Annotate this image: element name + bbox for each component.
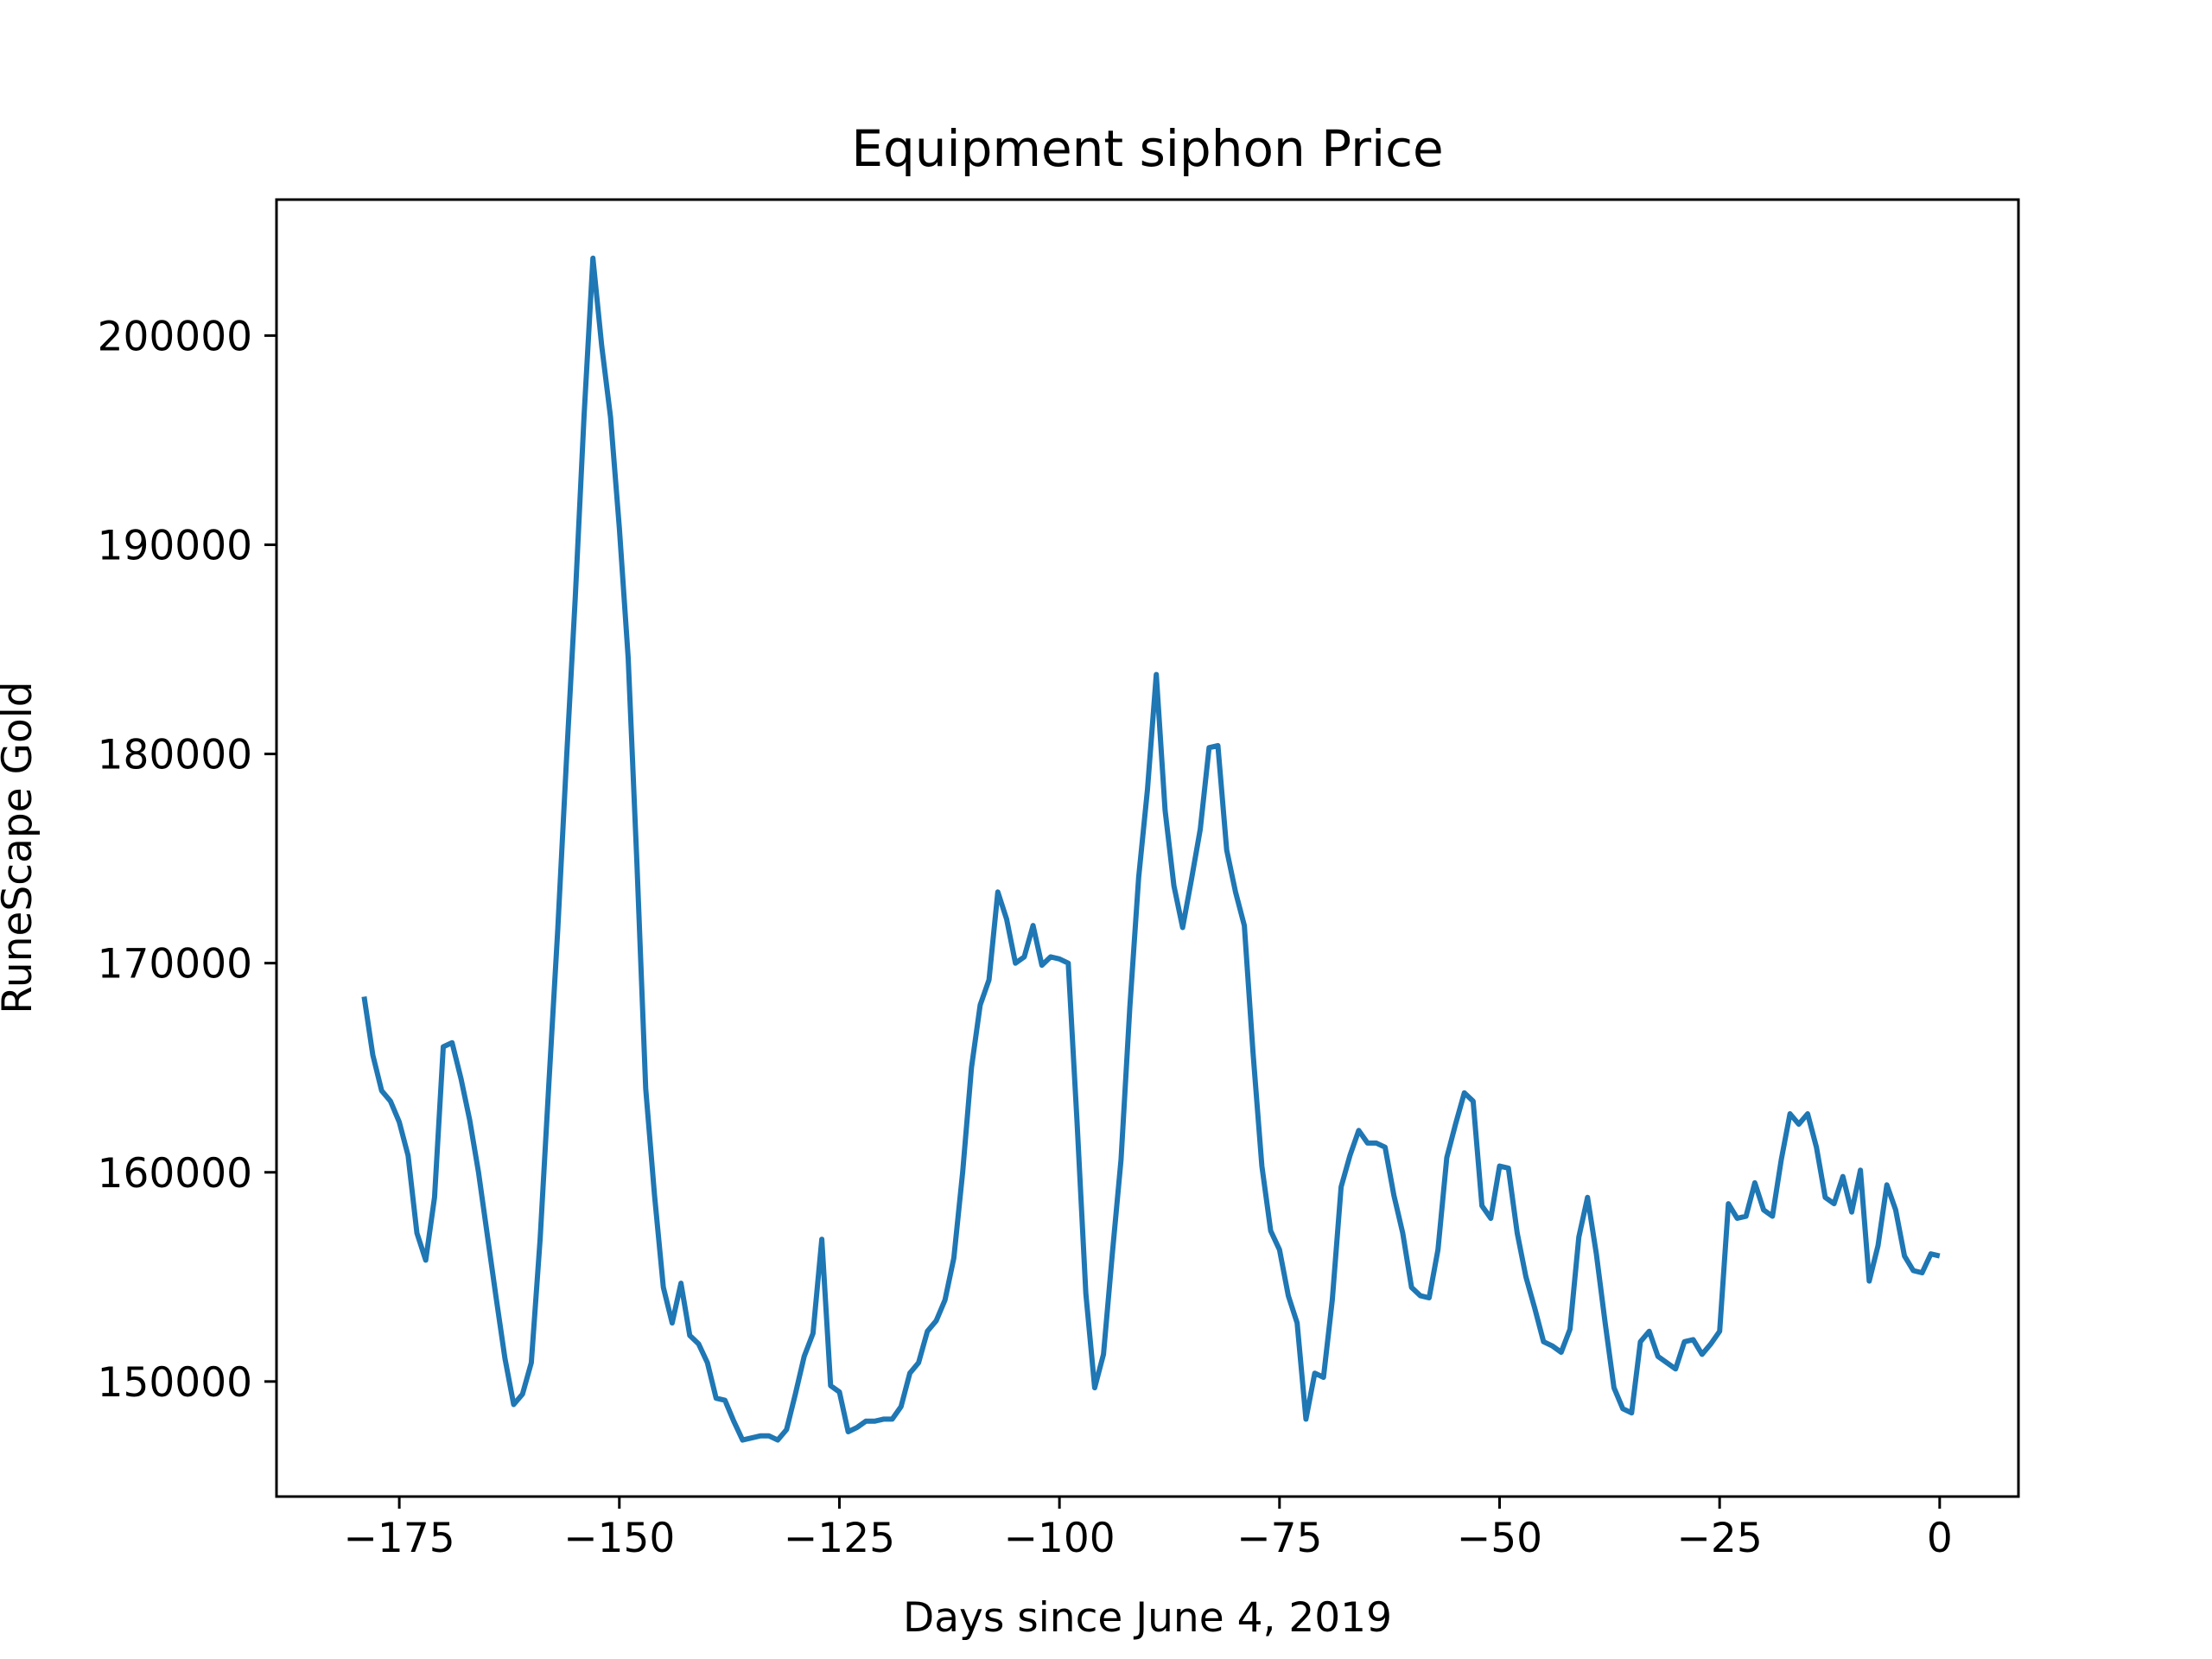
data-series — [361, 255, 1941, 1443]
x-tick-label: −175 — [344, 1515, 455, 1562]
x-tick-label: −150 — [563, 1515, 675, 1562]
x-tick-label: −75 — [1236, 1515, 1322, 1562]
y-axis-label: RuneScape Gold — [0, 681, 41, 1014]
y-axis-ticks: 150000 160000 170000 180000 190000 200000 — [98, 313, 276, 1407]
x-tick-label: −25 — [1677, 1515, 1763, 1562]
price-series-line — [361, 255, 1941, 1443]
y-tick-label: 160000 — [98, 1150, 252, 1198]
x-axis-ticks: −175 −150 −125 −100 −75 −50 −25 0 — [344, 1497, 1953, 1562]
y-tick-label: 150000 — [98, 1359, 252, 1407]
x-tick-label: −125 — [784, 1515, 895, 1562]
y-tick-label: 190000 — [98, 522, 252, 569]
x-tick-label: −100 — [1004, 1515, 1116, 1562]
x-tick-label: 0 — [1927, 1515, 1953, 1562]
x-axis-label: Days since June 4, 2019 — [903, 1594, 1392, 1642]
chart-title: Equipment siphon Price — [851, 119, 1443, 178]
x-tick-label: −50 — [1457, 1515, 1542, 1562]
y-tick-label: 180000 — [98, 732, 252, 779]
y-tick-label: 200000 — [98, 313, 252, 360]
plot-area-frame — [275, 198, 2020, 1498]
y-tick-label: 170000 — [98, 941, 252, 988]
